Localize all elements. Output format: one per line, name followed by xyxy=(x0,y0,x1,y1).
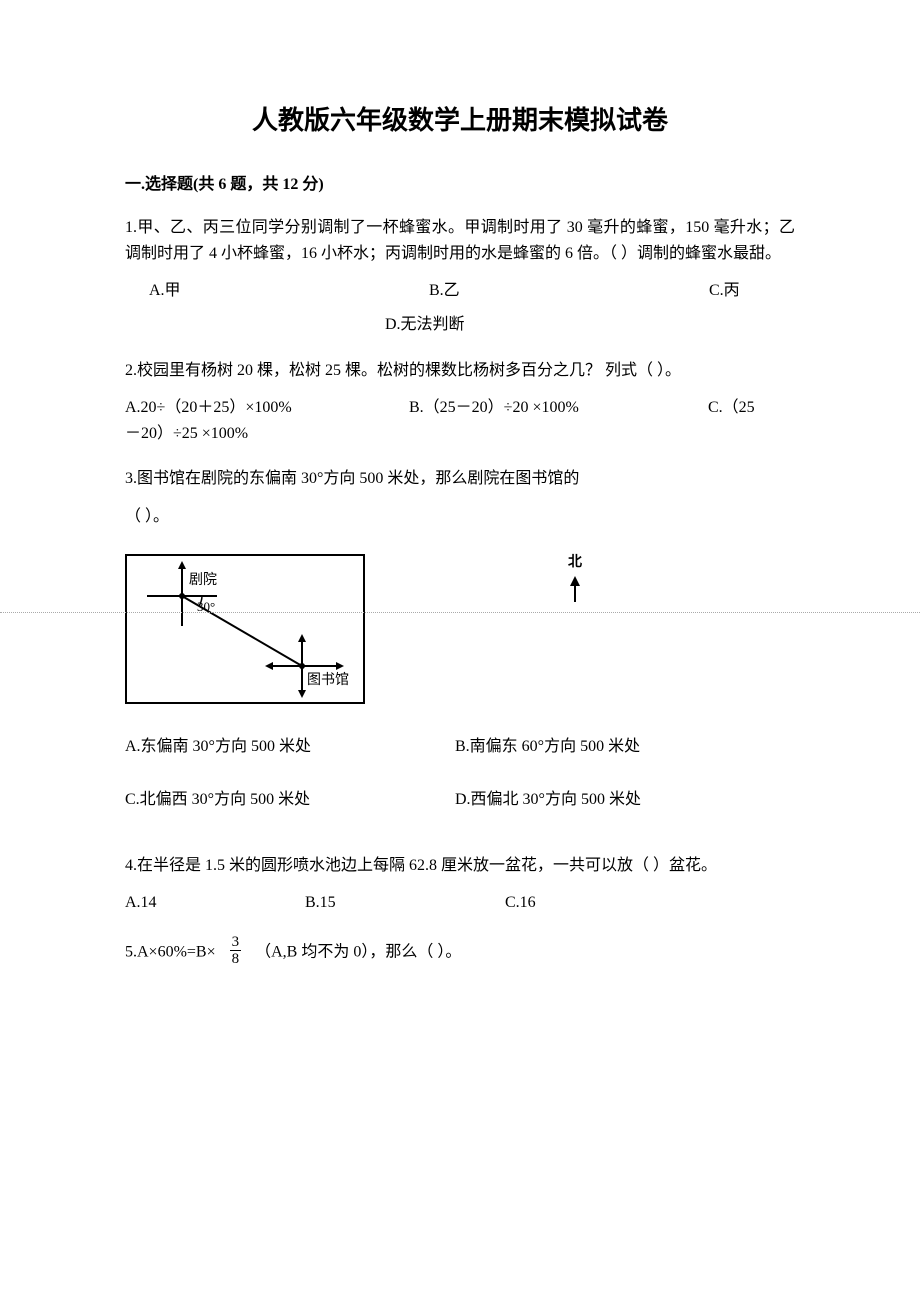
q2-options: A.20÷（20＋25）×100% B.（25－20）÷20 ×100% C.（… xyxy=(125,395,795,446)
diagram-svg: 剧院 30° 图书馆 xyxy=(127,556,367,706)
dotted-divider xyxy=(0,612,920,613)
q5-frac-num: 3 xyxy=(230,934,242,952)
north-arrow-icon xyxy=(565,574,585,604)
q2-option-b: B.（25－20）÷20 ×100% xyxy=(409,395,704,421)
theater-label: 剧院 xyxy=(189,572,217,588)
question-2: 2.校园里有杨树 20 棵，松树 25 棵。松树的棵数比杨树多百分之几？ 列式（… xyxy=(125,358,795,447)
question-1: 1.甲、乙、丙三位同学分别调制了一杯蜂蜜水。甲调制时用了 30 毫升的蜂蜜，15… xyxy=(125,215,795,337)
library-label: 图书馆 xyxy=(307,672,349,688)
q3-option-a: A.东偏南 30°方向 500 米处 xyxy=(125,734,455,760)
q4-option-b: B.15 xyxy=(305,890,505,916)
q1-option-d: D.无法判断 xyxy=(385,316,465,333)
q5-text-post: （A,B 均不为 0），那么（ ）。 xyxy=(255,944,461,961)
q2-option-c-part1: C.（25 xyxy=(708,399,755,416)
q5-frac-den: 8 xyxy=(230,951,242,968)
q4-option-c: C.16 xyxy=(505,890,795,916)
north-indicator: 北 xyxy=(385,552,765,613)
q3-options-row1: A.东偏南 30°方向 500 米处 B.南偏东 60°方向 500 米处 xyxy=(125,734,795,760)
q4-text: 4.在半径是 1.5 米的圆形喷水池边上每隔 62.8 厘米放一盆花，一共可以放… xyxy=(125,853,795,879)
page-title: 人教版六年级数学上册期末模拟试卷 xyxy=(125,100,795,142)
question-4: 4.在半径是 1.5 米的圆形喷水池边上每隔 62.8 厘米放一盆花，一共可以放… xyxy=(125,853,795,916)
question-3: 3.图书馆在剧院的东偏南 30°方向 500 米处，那么剧院在图书馆的 （ ）。… xyxy=(125,466,795,812)
section-header-1: 一.选择题(共 6 题，共 12 分) xyxy=(125,172,795,198)
q3-text-line2: （ ）。 xyxy=(125,504,795,530)
q5-text: 5.A×60%=B× 3 8 （A,B 均不为 0），那么（ ）。 xyxy=(125,936,795,970)
q2-option-c-part2: －20）÷25 ×100% xyxy=(125,421,795,447)
q5-fraction: 3 8 xyxy=(230,934,242,968)
q5-text-pre: 5.A×60%=B× xyxy=(125,944,216,961)
q1-option-b: B.乙 xyxy=(429,278,709,304)
question-5: 5.A×60%=B× 3 8 （A,B 均不为 0），那么（ ）。 xyxy=(125,936,795,970)
q2-option-a: A.20÷（20＋25）×100% xyxy=(125,395,405,421)
north-label: 北 xyxy=(385,552,765,574)
q1-option-a: A.甲 xyxy=(149,278,429,304)
q3-options-row2: C.北偏西 30°方向 500 米处 D.西偏北 30°方向 500 米处 xyxy=(125,787,795,813)
q1-option-c: C.丙 xyxy=(709,278,795,304)
q1-options-row2: D.无法判断 xyxy=(125,312,795,338)
q4-option-a: A.14 xyxy=(125,890,305,916)
q3-option-d: D.西偏北 30°方向 500 米处 xyxy=(455,787,795,813)
q3-text-line1: 3.图书馆在剧院的东偏南 30°方向 500 米处，那么剧院在图书馆的 xyxy=(125,466,795,492)
q3-option-c: C.北偏西 30°方向 500 米处 xyxy=(125,787,455,813)
q1-options-row1: A.甲 B.乙 C.丙 xyxy=(125,278,795,304)
q3-option-b: B.南偏东 60°方向 500 米处 xyxy=(455,734,795,760)
q1-text: 1.甲、乙、丙三位同学分别调制了一杯蜂蜜水。甲调制时用了 30 毫升的蜂蜜，15… xyxy=(125,215,795,266)
q3-diagram: 剧院 30° 图书馆 xyxy=(125,554,365,704)
q3-diagram-wrap: 剧院 30° 图书馆 北 xyxy=(125,554,795,704)
q4-options: A.14 B.15 C.16 xyxy=(125,890,795,916)
q2-text: 2.校园里有杨树 20 棵，松树 25 棵。松树的棵数比杨树多百分之几？ 列式（… xyxy=(125,358,795,384)
